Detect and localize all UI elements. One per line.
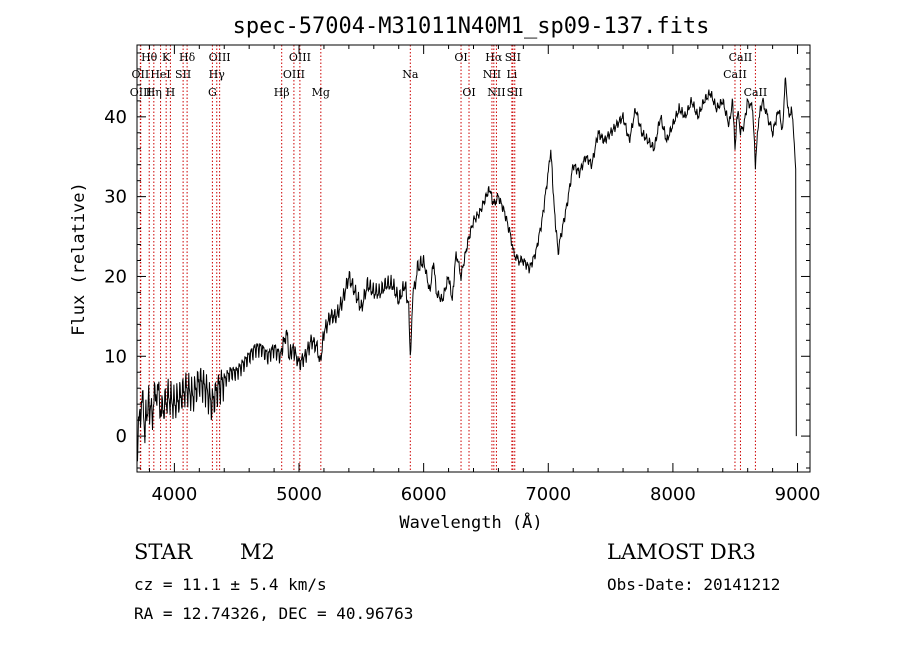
plot-frame (136, 44, 811, 473)
marker-label-24: SII (507, 86, 523, 99)
marker-label-8: Hδ (179, 51, 196, 64)
marker-label-0: Hθ (141, 51, 158, 64)
x-tick-label-1: 5000 (276, 484, 322, 505)
object-subclass: M2 (240, 540, 275, 564)
redshift-readout: cz = 11.1 ± 5.4 km/s (134, 575, 327, 594)
marker-label-14: Hβ (274, 86, 290, 99)
axes: 4000 5000 6000 7000 8000 9000 0 10 20 30 40 (104, 44, 821, 505)
marker-label-19: Hα (485, 51, 503, 64)
x-tick-label-5: 9000 (775, 484, 821, 505)
y-tick-label-2: 20 (104, 266, 127, 287)
y-axis-label: Flux (relative) (69, 182, 89, 336)
marker-label-12: OIII (289, 51, 311, 64)
marker-label-3: K (162, 51, 171, 64)
marker-label-21: NII (483, 68, 501, 81)
marker-label-9: OIII (209, 51, 231, 64)
marker-label-2: OIII (130, 86, 152, 99)
marker-label-15: Mg (312, 86, 330, 99)
y-tick-label-1: 10 (104, 346, 127, 367)
x-tick-label-2: 6000 (401, 484, 447, 505)
chart-title: spec-57004-M31011N40M1_sp09-137.fits (233, 14, 710, 39)
y-tick-label-0: 0 (116, 426, 127, 447)
survey-name: LAMOST DR3 (607, 540, 756, 564)
marker-label-6: SII (175, 68, 191, 81)
marker-label-10: Hγ (209, 68, 226, 81)
spectral-line-markers: HθOIIOIIIKHeIHηSIIHHδOIIIHγGOIIIOIIIHβMg… (130, 45, 768, 472)
x-tick-label-4: 8000 (650, 484, 696, 505)
spectrum-series (136, 77, 797, 462)
y-tick-label-3: 30 (104, 187, 127, 208)
marker-label-7: H (166, 86, 176, 99)
object-class: STAR (134, 540, 193, 564)
y-tick-label-4: 40 (104, 107, 127, 128)
marker-label-20: SII (505, 51, 521, 64)
marker-label-22: Li (506, 68, 517, 81)
marker-label-26: CaII (723, 68, 747, 81)
marker-label-25: CaII (729, 51, 753, 64)
marker-label-4: HeI (150, 68, 170, 81)
marker-label-23: NII (487, 86, 505, 99)
marker-label-5: Hη (146, 86, 162, 99)
marker-label-11: G (208, 86, 217, 99)
marker-label-16: Na (402, 68, 419, 81)
marker-label-17: OI (454, 51, 467, 64)
marker-label-13: OIII (283, 68, 305, 81)
marker-label-18: OI (462, 86, 475, 99)
x-tick-label-0: 4000 (151, 484, 197, 505)
x-tick-label-3: 7000 (525, 484, 571, 505)
marker-label-27: CaII (744, 86, 768, 99)
spectrum-line (136, 77, 797, 462)
coordinates: RA = 12.74326, DEC = 40.96763 (134, 604, 414, 623)
x-axis-label: Wavelength (Å) (399, 511, 542, 533)
obs-date: Obs-Date: 20141212 (607, 575, 781, 594)
spectrum-chart: spec-57004-M31011N40M1_sp09-137.fits Hθ O… (69, 14, 821, 533)
